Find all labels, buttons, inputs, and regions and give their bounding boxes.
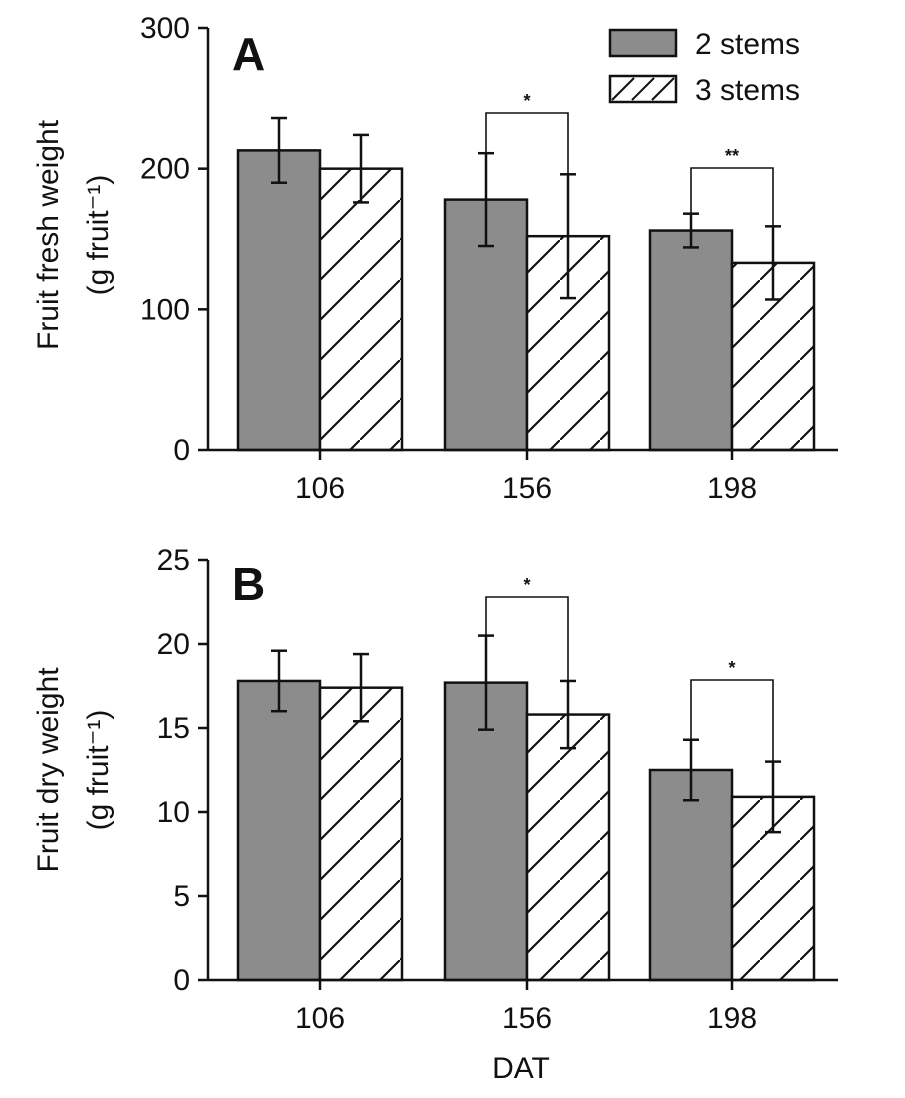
panel-b-ylabel-unit-group: (g fruit⁻¹) <box>82 710 115 831</box>
panel-b: B Fruit dry weight (g fruit⁻¹) 0 5 10 15 20 2… <box>32 544 838 1085</box>
y-tick-label: 15 <box>157 712 190 745</box>
y-tick-label: 0 <box>173 434 190 467</box>
bar-3-stems-106 <box>318 686 404 982</box>
bar-3-stems-156 <box>525 713 611 982</box>
x-tick-label: 106 <box>295 1002 345 1035</box>
panel-a-ylabel: Fruit fresh weight <box>32 119 65 350</box>
panel-a: A Fruit fresh weight (g fruit⁻¹) 0 100 200… <box>32 12 838 505</box>
significance-label: ** <box>725 146 739 166</box>
x-tick-label: 156 <box>502 472 552 505</box>
y-tick-label: 10 <box>157 796 190 829</box>
legend-hatch-line <box>631 77 655 101</box>
y-tick-label: 200 <box>140 153 190 186</box>
bar-3-stems-106 <box>318 167 404 452</box>
panel-a-ylabel-unit-group: (g fruit⁻¹) <box>82 175 115 296</box>
legend-hatch-line <box>611 77 635 101</box>
y-tick-label: 300 <box>140 12 190 45</box>
legend: 2 stems 3 stems <box>608 28 800 107</box>
significance-bracket <box>485 596 569 681</box>
legend-hatch-line <box>651 77 675 101</box>
y-tick-label: 25 <box>157 544 190 577</box>
y-tick-label: 5 <box>173 880 190 913</box>
legend-swatch-2-stems <box>608 28 678 58</box>
bar-2-stems-198 <box>648 768 734 982</box>
significance-bracket <box>690 679 774 762</box>
x-tick-label: 156 <box>502 1002 552 1035</box>
y-tick-label: 20 <box>157 628 190 661</box>
x-tick-label: 198 <box>707 472 757 505</box>
bar-2-stems-106 <box>236 679 322 982</box>
panel-b-xlabel: DAT <box>492 1052 550 1085</box>
x-tick-label: 106 <box>295 472 345 505</box>
legend-swatch-3-stems <box>608 74 678 104</box>
significance-label: * <box>523 91 530 111</box>
panel-b-ylabel: Fruit dry weight <box>32 667 65 873</box>
panel-a-ylabel-unit: (g fruit⁻¹) <box>82 175 115 296</box>
bar-2-stems-156 <box>443 681 529 982</box>
significance-label: * <box>523 575 530 595</box>
panel-b-letter: B <box>232 558 265 610</box>
panel-b-ylabel-title: Fruit dry weight <box>32 667 65 873</box>
significance-label: * <box>728 658 735 678</box>
bar-2-stems-198 <box>648 229 734 452</box>
bar-2-stems-106 <box>236 149 322 452</box>
panel-a-ylabel-title: Fruit fresh weight <box>32 119 65 350</box>
y-tick-label: 0 <box>173 964 190 997</box>
legend-label-2-stems: 2 stems <box>695 28 800 61</box>
panel-a-letter: A <box>232 28 265 80</box>
significance-bracket <box>485 112 569 175</box>
significance-bracket <box>690 167 774 227</box>
x-tick-label: 198 <box>707 1002 757 1035</box>
panel-b-ylabel-unit: (g fruit⁻¹) <box>82 710 115 831</box>
y-tick-label: 100 <box>140 293 190 326</box>
legend-label-3-stems: 3 stems <box>695 74 800 107</box>
